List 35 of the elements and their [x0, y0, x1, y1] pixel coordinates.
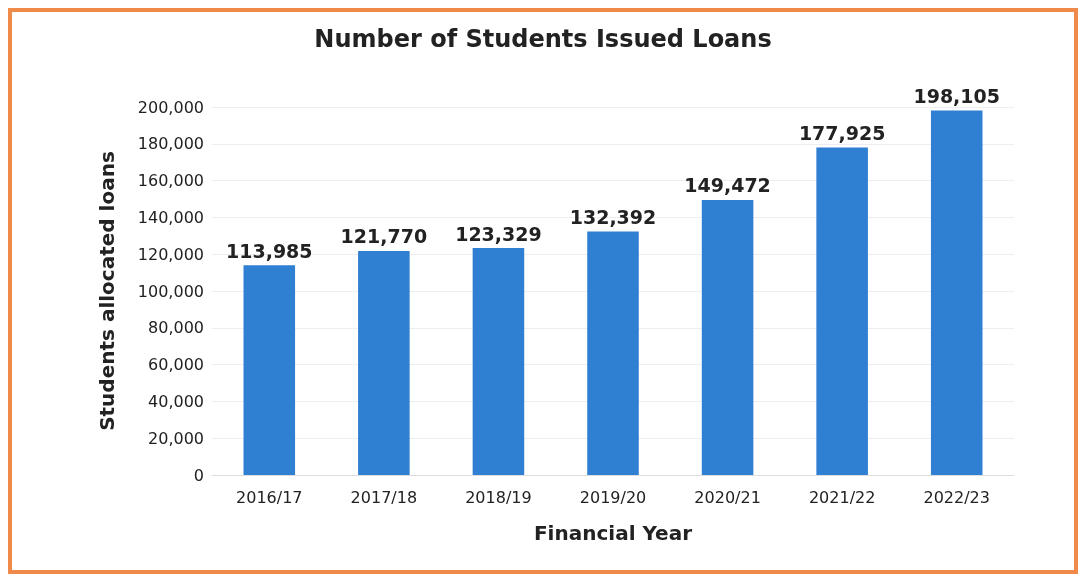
data-label: 149,472: [684, 174, 771, 197]
bar: [358, 250, 410, 475]
x-tick-label: 2019/20: [579, 487, 647, 507]
y-tick-label: 100,000: [137, 281, 204, 301]
y-tick-label: 40,000: [148, 391, 204, 411]
chart-title: Number of Students Issued Loans: [314, 25, 772, 53]
y-tick-label: 120,000: [137, 244, 204, 264]
bar: [472, 248, 525, 475]
bar: [701, 199, 754, 475]
x-axis-title: Financial Year: [533, 521, 693, 545]
y-axis-title: Students allocated loans: [95, 151, 119, 431]
x-tick-label: 2021/22: [808, 487, 876, 507]
y-tick-label: 140,000: [137, 207, 204, 227]
data-label: 198,105: [913, 84, 1000, 107]
data-label: 121,770: [340, 225, 428, 248]
y-tick-label: 180,000: [137, 134, 204, 154]
y-tick-label: 160,000: [137, 171, 204, 191]
x-tick-label: 2018/19: [465, 487, 532, 507]
y-tick-label: 0: [193, 465, 204, 485]
bar: [816, 147, 868, 475]
y-tick-label: 60,000: [148, 355, 204, 375]
y-tick-label: 200,000: [137, 97, 204, 117]
data-label: 113,985: [226, 239, 313, 262]
bar: [587, 231, 639, 475]
x-tick-label: 2022/23: [923, 487, 990, 507]
x-tick-label: 2016/17: [236, 487, 303, 507]
y-tick-label: 80,000: [148, 318, 204, 338]
x-tick-label: 2020/21: [694, 487, 761, 507]
bar: [930, 110, 983, 475]
x-tick-label: 2017/18: [350, 487, 418, 507]
bar: [243, 265, 296, 475]
data-label: 123,329: [455, 222, 542, 245]
y-tick-label: 20,000: [148, 428, 204, 448]
data-label: 177,925: [798, 122, 886, 145]
data-label: 132,392: [569, 205, 657, 228]
